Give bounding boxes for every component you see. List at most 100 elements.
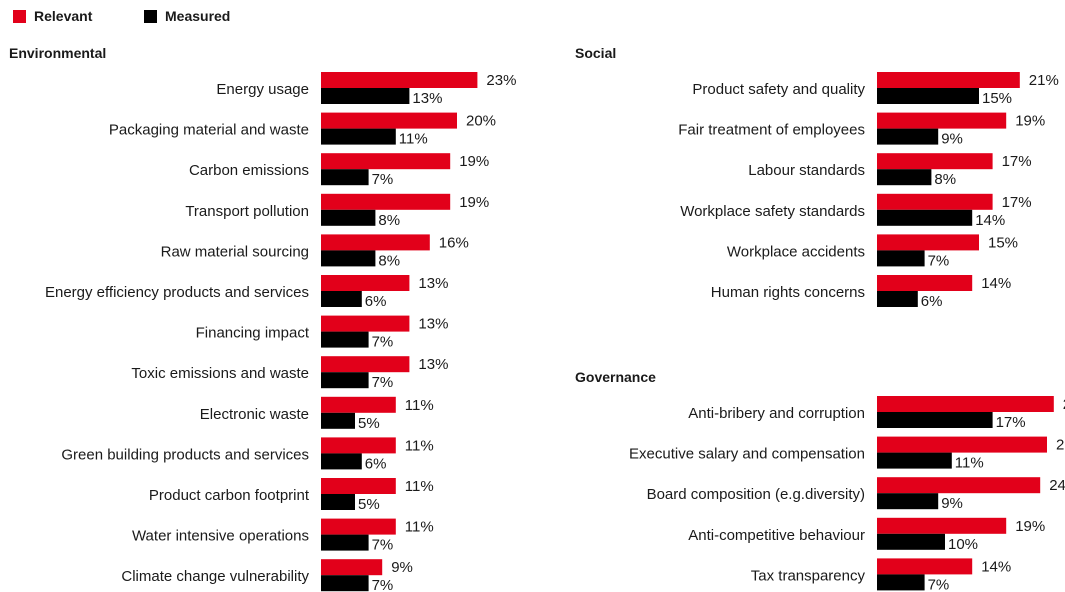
social-value-measured-product-safety-and-quality: 15% [982,90,1012,107]
environmental-bar-relevant-energy-efficiency-products-and-services [321,275,410,291]
social-bar-measured-workplace-accidents [877,250,925,267]
environmental-value-measured-transport-pollution: 8% [378,212,400,229]
environmental-value-relevant-product-carbon-footprint: 11% [405,478,434,495]
legend-swatch-measured [144,10,157,23]
social-bar-relevant-human-rights-concerns [877,275,973,291]
social-value-measured-workplace-safety-standards: 14% [975,212,1005,229]
social-bar-relevant-labour-standards [877,153,993,170]
environmental-value-measured-carbon-emissions: 7% [372,171,394,188]
environmental-label-raw-material-sourcing: Raw material sourcing [161,243,309,260]
environmental-bar-relevant-packaging-material-and-waste [321,112,457,129]
environmental-label-packaging-material-and-waste: Packaging material and waste [109,122,309,139]
environmental-label-financing-impact: Financing impact [196,325,310,342]
governance-bar-relevant-tax-transparency [877,558,973,575]
environmental-chart: Energy usage 23% 13% Packaging material and… [45,72,516,592]
social-bar-measured-workplace-safety-standards [877,209,973,226]
governance-bar-measured-executive-salary-and-compensation [877,452,952,469]
social-value-relevant-product-safety-and-quality: 21% [1029,72,1059,89]
environmental-bar-measured-packaging-material-and-waste [321,128,396,145]
environmental-bar-measured-product-carbon-footprint [321,494,355,510]
social-bar-relevant-workplace-accidents [877,234,979,251]
environmental-bar-measured-electronic-waste [321,412,355,429]
environmental-bar-measured-financing-impact [321,331,369,348]
governance-label-board-composition-e-g-diversity: Board composition (e.g.diversity) [647,486,865,503]
governance-bar-relevant-anti-bribery-and-corruption [877,396,1054,412]
legend-label-relevant: Relevant [34,8,93,24]
environmental-value-relevant-toxic-emissions-and-waste: 13% [418,356,448,373]
environmental-value-relevant-financing-impact: 13% [418,316,448,333]
governance-bar-measured-tax-transparency [877,574,925,591]
governance-label-tax-transparency: Tax transparency [751,567,866,584]
environmental-value-relevant-carbon-emissions: 19% [459,153,489,170]
social-value-relevant-workplace-accidents: 15% [988,234,1018,251]
environmental-bar-measured-toxic-emissions-and-waste [321,372,369,389]
social-label-human-rights-concerns: Human rights concerns [711,284,865,301]
environmental-value-measured-water-intensive-operations: 7% [372,537,394,554]
environmental-label-toxic-emissions-and-waste: Toxic emissions and waste [131,365,309,382]
governance-value-relevant-anti-bribery-and-corruption: 26% [1063,396,1065,413]
environmental-label-product-carbon-footprint: Product carbon footprint [149,487,310,504]
legend-label-measured: Measured [165,8,231,24]
social-bar-relevant-product-safety-and-quality [877,72,1020,88]
environmental-bar-relevant-energy-usage [321,72,478,88]
environmental-bar-measured-energy-usage [321,88,410,104]
environmental-value-relevant-water-intensive-operations: 11% [405,519,434,536]
environmental-value-measured-electronic-waste: 5% [358,415,380,432]
social-label-labour-standards: Labour standards [748,162,865,179]
environmental-bar-measured-carbon-emissions [321,169,369,186]
governance-chart: Anti-bribery and corruption 26% 17% Executi… [629,396,1065,592]
social-label-fair-treatment-of-employees: Fair treatment of employees [678,122,865,139]
social-value-measured-labour-standards: 8% [934,171,956,188]
social-value-relevant-fair-treatment-of-employees: 19% [1015,113,1045,130]
governance-title: Governance [575,369,656,385]
environmental-value-measured-energy-efficiency-products-and-services: 6% [365,293,387,310]
environmental-bar-relevant-transport-pollution [321,193,451,210]
social-bar-relevant-workplace-safety-standards [877,193,993,210]
environmental-label-electronic-waste: Electronic waste [200,406,309,423]
environmental-value-measured-raw-material-sourcing: 8% [378,252,400,269]
environmental-bar-relevant-raw-material-sourcing [321,234,430,251]
environmental-value-measured-green-building-products-and-services: 6% [365,455,387,472]
environmental-bar-relevant-carbon-emissions [321,153,451,170]
social-bar-relevant-fair-treatment-of-employees [877,112,1007,129]
governance-bar-relevant-executive-salary-and-compensation [877,436,1047,453]
environmental-label-energy-efficiency-products-and-services: Energy efficiency products and services [45,284,309,301]
environmental-value-relevant-electronic-waste: 11% [405,397,434,414]
environmental-bar-measured-energy-efficiency-products-and-services [321,291,362,307]
environmental-bar-relevant-climate-change-vulnerability [321,559,383,576]
environmental-value-relevant-climate-change-vulnerability: 9% [391,559,413,576]
governance-value-relevant-board-composition-e-g-diversity: 24% [1049,477,1065,494]
governance-bar-measured-board-composition-e-g-diversity [877,493,939,510]
social-chart: Product safety and quality 21% 15% Fair tre… [678,72,1059,310]
environmental-bar-measured-transport-pollution [321,209,376,226]
social-value-relevant-labour-standards: 17% [1002,153,1032,170]
environmental-value-relevant-transport-pollution: 19% [459,194,489,211]
social-bar-measured-product-safety-and-quality [877,88,979,104]
environmental-label-transport-pollution: Transport pollution [185,203,309,220]
governance-value-measured-board-composition-e-g-diversity: 9% [941,495,963,512]
governance-value-relevant-anti-competitive-behaviour: 19% [1015,518,1045,535]
environmental-value-measured-product-carbon-footprint: 5% [358,496,380,513]
social-value-measured-human-rights-concerns: 6% [921,293,943,310]
governance-bar-relevant-anti-competitive-behaviour [877,517,1007,534]
environmental-value-relevant-green-building-products-and-services: 11% [405,437,434,454]
environmental-label-green-building-products-and-services: Green building products and services [61,446,309,463]
environmental-bar-measured-climate-change-vulnerability [321,575,369,592]
governance-bar-measured-anti-bribery-and-corruption [877,412,993,428]
environmental-value-relevant-packaging-material-and-waste: 20% [466,113,496,130]
governance-label-anti-bribery-and-corruption: Anti-bribery and corruption [688,405,865,422]
environmental-label-climate-change-vulnerability: Climate change vulnerability [121,568,309,585]
governance-bar-relevant-board-composition-e-g-diversity [877,477,1041,494]
governance-value-relevant-executive-salary-and-compensation: 25% [1056,437,1065,454]
governance-label-anti-competitive-behaviour: Anti-competitive behaviour [688,527,865,544]
environmental-bar-relevant-green-building-products-and-services [321,437,396,454]
social-label-product-safety-and-quality: Product safety and quality [692,81,865,98]
environmental-bar-relevant-toxic-emissions-and-waste [321,356,410,373]
environmental-bar-measured-raw-material-sourcing [321,250,376,267]
environmental-value-relevant-raw-material-sourcing: 16% [439,234,469,251]
environmental-value-measured-climate-change-vulnerability: 7% [372,577,394,592]
environmental-value-measured-packaging-material-and-waste: 11% [399,131,428,148]
governance-value-measured-anti-competitive-behaviour: 10% [948,536,978,553]
environmental-bar-relevant-water-intensive-operations [321,518,396,535]
